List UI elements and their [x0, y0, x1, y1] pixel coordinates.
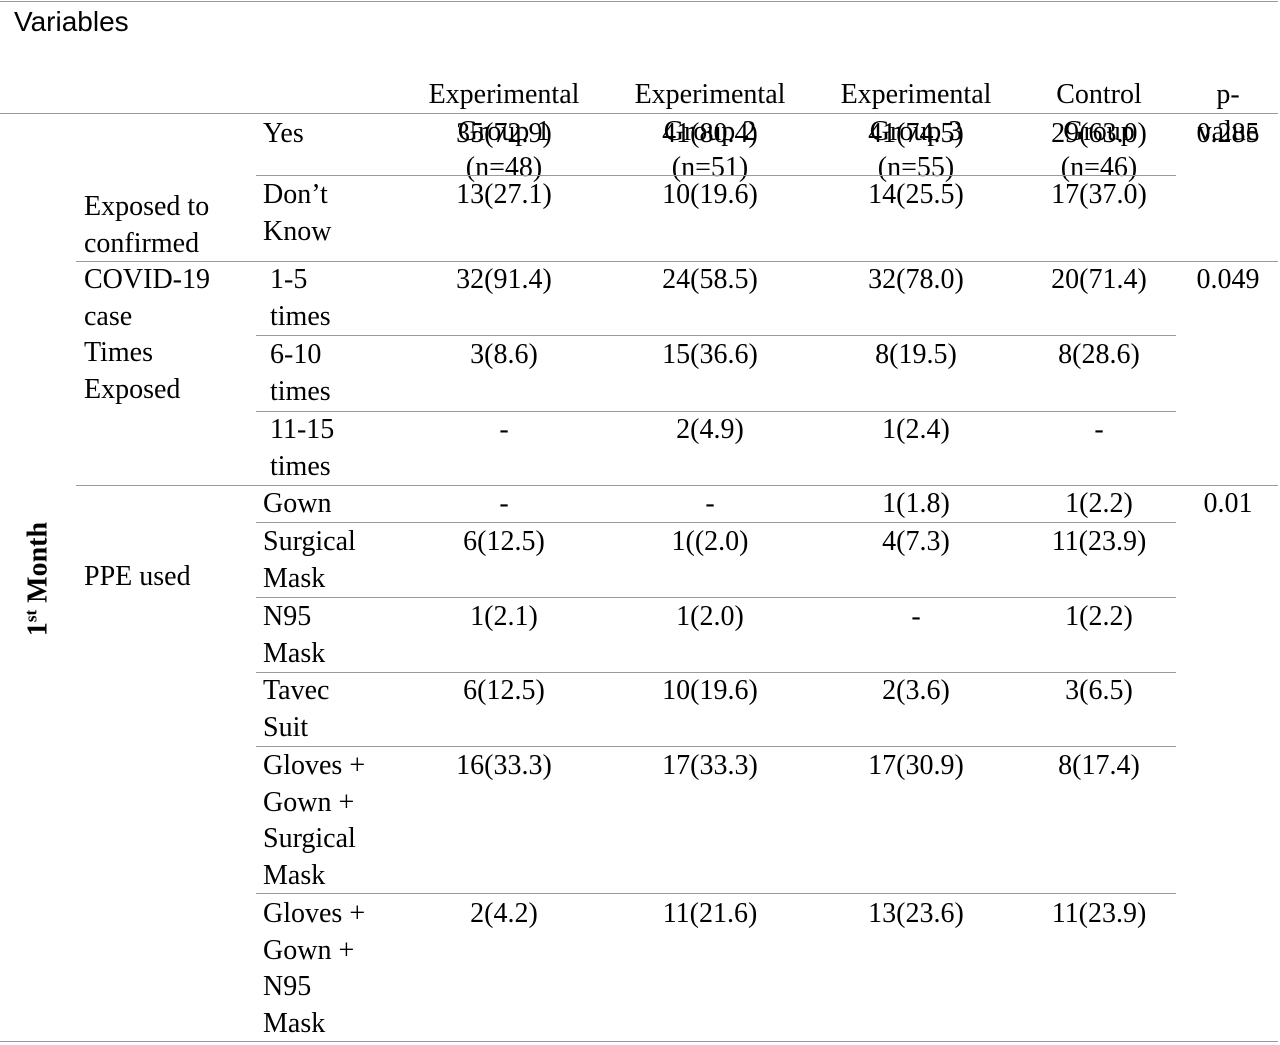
cell-eg1: 2(4.2) [470, 898, 538, 929]
cell-eg2: 1((2.0) [671, 526, 749, 557]
section-rule-1 [76, 261, 1278, 262]
row-label: Don’t Know [263, 179, 332, 247]
cell-control: 11(23.9) [1051, 526, 1147, 557]
row-rule [256, 893, 1176, 894]
row-label: N95 Mask [263, 601, 326, 669]
header-eg3: Experimental Group 3 (n=55) [840, 79, 992, 183]
row-rule [256, 522, 1176, 523]
section-label: PPE used [84, 561, 191, 592]
row-rule [256, 411, 1176, 412]
row-label: 6-10 times [263, 339, 331, 407]
cell-eg2: 10(19.6) [662, 675, 758, 706]
cell-eg3: 17(30.9) [868, 750, 964, 781]
cell-control: 29(63.0) [1051, 118, 1147, 149]
cell-eg2: 2(4.9) [676, 414, 744, 445]
p-value: 0.01 [1203, 488, 1253, 519]
row-label: Yes [263, 118, 304, 149]
p-value: 0.285 [1196, 118, 1260, 149]
cell-eg2: 41(80.4) [662, 118, 758, 149]
cell-eg1: 35(72.9) [456, 118, 552, 149]
cell-eg1: - [499, 488, 509, 519]
row-rule [256, 672, 1176, 673]
cell-eg2: 11(21.6) [662, 898, 758, 929]
cell-eg2: 10(19.6) [662, 179, 758, 210]
cell-control: 8(28.6) [1058, 339, 1140, 370]
cell-eg3: 14(25.5) [868, 179, 964, 210]
cell-eg2: 24(58.5) [662, 264, 758, 295]
cell-eg3: 2(3.6) [882, 675, 950, 706]
cell-eg2: 17(33.3) [662, 750, 758, 781]
header-pvalue: p-value [1197, 79, 1259, 147]
cell-eg2: - [705, 488, 715, 519]
cell-eg3: - [911, 601, 921, 632]
cell-eg1: 13(27.1) [456, 179, 552, 210]
header-eg1: Experimental Group 1 (n=48) [428, 79, 580, 183]
cell-control: 1(2.2) [1065, 488, 1133, 519]
header-rule [0, 113, 1278, 114]
cell-eg1: 16(33.3) [456, 750, 552, 781]
row-label: Gloves + Gown + N95 Mask [263, 898, 366, 1039]
cell-control: 20(71.4) [1051, 264, 1147, 295]
cell-eg1: 6(12.5) [463, 526, 545, 557]
cell-eg1: 6(12.5) [463, 675, 545, 706]
section-label: Exposed to confirmed COVID-19 case [84, 191, 210, 332]
cell-eg3: 41(74.5) [868, 118, 964, 149]
row-rule [256, 175, 1176, 176]
cell-control: 8(17.4) [1058, 750, 1140, 781]
cell-eg3: 13(23.6) [868, 898, 964, 929]
row-label: Gloves + Gown + Surgical Mask [263, 750, 366, 891]
period-label: 1st Month [21, 521, 54, 637]
cell-eg3: 4(7.3) [882, 526, 950, 557]
cell-eg2: 1(2.0) [676, 601, 744, 632]
cell-eg1: - [499, 414, 509, 445]
row-label: Gown [263, 488, 332, 519]
cell-eg2: 15(36.6) [662, 339, 758, 370]
top-rule [0, 1, 1278, 2]
section-rule-2 [76, 485, 1278, 486]
row-label: 1-5 times [263, 264, 331, 332]
cell-eg1: 1(2.1) [470, 601, 538, 632]
row-label: 11-15 times [263, 414, 335, 482]
cell-control: 17(37.0) [1051, 179, 1147, 210]
row-label: Tavec Suit [263, 675, 330, 743]
p-value: 0.049 [1196, 264, 1260, 295]
header-control: Control Group (n=46) [1056, 79, 1142, 183]
cell-eg3: 1(1.8) [882, 488, 950, 519]
cell-eg1: 32(91.4) [456, 264, 552, 295]
row-rule [256, 746, 1176, 747]
cell-eg3: 32(78.0) [868, 264, 964, 295]
cell-eg3: 8(19.5) [875, 339, 957, 370]
bottom-rule [0, 1041, 1278, 1042]
cell-control: 11(23.9) [1051, 898, 1147, 929]
row-label: Surgical Mask [263, 526, 356, 594]
row-rule [256, 597, 1176, 598]
cell-control: 3(6.5) [1065, 675, 1133, 706]
cell-control: - [1094, 414, 1104, 445]
header-eg2: Experimental Group 2 (n=51) [634, 79, 786, 183]
header-variables: Variables [14, 6, 129, 37]
section-label: Times Exposed [84, 337, 181, 405]
cell-eg3: 1(2.4) [882, 414, 950, 445]
cell-eg1: 3(8.6) [470, 339, 538, 370]
cell-control: 1(2.2) [1065, 601, 1133, 632]
row-rule [256, 335, 1176, 336]
